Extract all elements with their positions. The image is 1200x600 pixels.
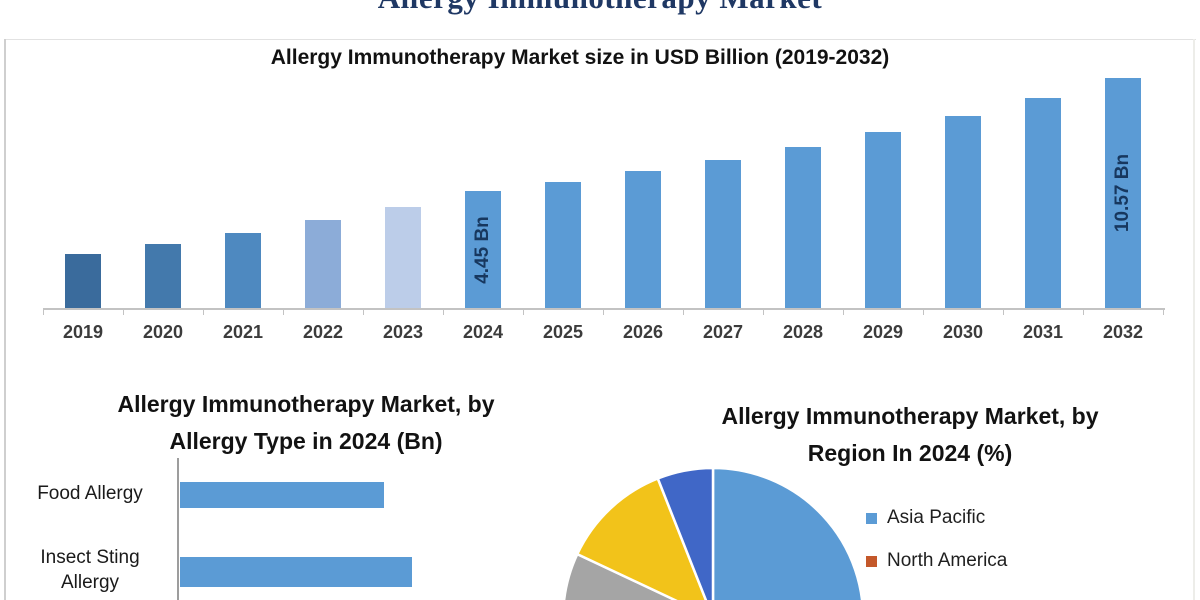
region-chart-title: Allergy Immunotherapy Market, by Region … — [660, 398, 1160, 472]
bar-2029 — [865, 132, 901, 308]
year-label-2028: 2028 — [782, 322, 824, 342]
asia-pacific-swatch-icon — [866, 512, 877, 524]
legend-label-north-america: North America — [887, 550, 1008, 571]
axis-tick-9 — [763, 310, 764, 315]
bar-value-label-2032: 10.57 Bn — [1112, 153, 1133, 233]
type-bar-insect-sting-allergy — [180, 557, 412, 587]
region-legend: Asia Pacific North America — [866, 505, 1007, 591]
year-label-2022: 2022 — [302, 322, 344, 342]
type-label-insect-sting-allergy: Insect Sting Allergy — [40, 547, 140, 593]
type-bar-food-allergy — [180, 482, 384, 508]
year-label-2029: 2029 — [862, 322, 904, 342]
axis-tick-10 — [843, 310, 844, 315]
panel-right-border — [1193, 39, 1195, 600]
region-title-line1: Allergy Immunotherapy Market, by — [721, 403, 1099, 429]
bar-2024 — [465, 191, 501, 308]
pie-slice-asia-pacific — [711, 466, 864, 600]
allergy-type-title-line2: Allergy Type in 2024 (Bn) — [169, 428, 443, 454]
bar-2025 — [545, 182, 581, 308]
bar-2031 — [1025, 98, 1061, 308]
axis-tick-0 — [43, 310, 44, 315]
bar-2023 — [385, 207, 421, 308]
bar-2032 — [1105, 78, 1141, 308]
panel-left-border — [4, 39, 6, 600]
allergy-type-y-axis — [177, 458, 179, 600]
year-label-2026: 2026 — [622, 322, 664, 342]
year-label-2031: 2031 — [1022, 322, 1064, 342]
axis-tick-12 — [1003, 310, 1004, 315]
axis-tick-8 — [683, 310, 684, 315]
main-x-axis — [43, 308, 1165, 310]
allergy-type-title-line1: Allergy Immunotherapy Market, by — [117, 391, 495, 417]
panel-top-border — [4, 39, 1196, 40]
year-label-2032: 2032 — [1102, 322, 1144, 342]
legend-item-north-america: North America — [866, 548, 1007, 574]
bar-2030 — [945, 116, 981, 308]
bar-2027 — [705, 160, 741, 308]
bar-2022 — [305, 220, 341, 308]
region-pie — [562, 466, 864, 600]
axis-tick-13 — [1083, 310, 1084, 315]
axis-tick-11 — [923, 310, 924, 315]
bar-2019 — [65, 254, 101, 308]
axis-tick-4 — [363, 310, 364, 315]
legend-item-asia-pacific: Asia Pacific — [866, 505, 1007, 531]
north-america-swatch-icon — [866, 555, 877, 567]
region-title-line2: Region In 2024 (%) — [807, 440, 1013, 466]
axis-tick-3 — [283, 310, 284, 315]
allergy-type-chart-title: Allergy Immunotherapy Market, by Allergy… — [56, 386, 556, 460]
axis-tick-14 — [1163, 310, 1164, 315]
bar-value-label-2024: 4.45 Bn — [472, 215, 493, 284]
year-label-2021: 2021 — [222, 322, 264, 342]
bar-2021 — [225, 233, 261, 308]
year-label-2019: 2019 — [62, 322, 104, 342]
page-title: Allergy Immunotherapy Market — [0, 0, 1200, 16]
year-label-2020: 2020 — [142, 322, 184, 342]
axis-tick-2 — [203, 310, 204, 315]
year-label-2024: 2024 — [462, 322, 504, 342]
pie-slice-segment-5 — [656, 466, 715, 600]
axis-tick-6 — [523, 310, 524, 315]
legend-label-asia-pacific: Asia Pacific — [887, 507, 986, 528]
bar-2020 — [145, 244, 181, 308]
bar-2028 — [785, 147, 821, 308]
axis-tick-7 — [603, 310, 604, 315]
pie-slice-segment-3 — [562, 552, 678, 600]
year-label-2027: 2027 — [702, 322, 744, 342]
main-chart-title: Allergy Immunotherapy Market size in USD… — [270, 46, 890, 69]
year-label-2023: 2023 — [382, 322, 424, 342]
year-label-2025: 2025 — [542, 322, 584, 342]
type-label-food-allergy: Food Allergy — [37, 483, 143, 504]
year-label-2030: 2030 — [942, 322, 984, 342]
bar-2026 — [625, 171, 661, 308]
axis-tick-5 — [443, 310, 444, 315]
pie-slice-segment-4 — [575, 476, 708, 600]
axis-tick-1 — [123, 310, 124, 315]
